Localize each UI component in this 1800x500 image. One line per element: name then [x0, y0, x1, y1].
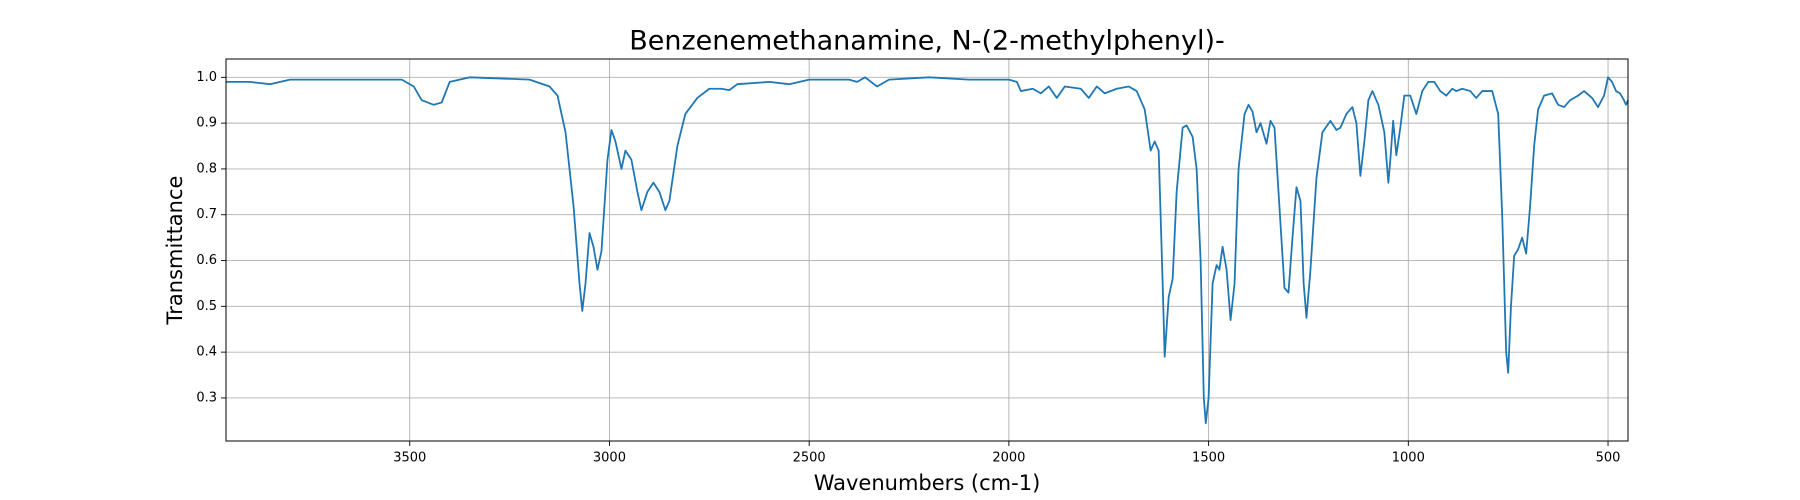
x-axis-label: Wavenumbers (cm-1): [814, 471, 1041, 495]
chart-title: Benzenemethanamine, N-(2-methylphenyl)-: [629, 26, 1224, 57]
y-tick-label: 0.9: [196, 116, 217, 131]
x-tick-label: 1000: [1392, 451, 1425, 466]
y-axis-label: Transmittance: [163, 176, 187, 326]
x-tick-label: 2000: [992, 451, 1025, 466]
plot-frame: [225, 58, 1629, 442]
y-tick-label: 0.5: [196, 299, 217, 314]
y-tick-label: 0.8: [196, 161, 217, 176]
x-tick-label: 1500: [1192, 451, 1225, 466]
x-tick-label: 3500: [393, 451, 426, 466]
spectrum-line: [226, 76, 1629, 425]
y-tick-label: 0.7: [196, 207, 217, 222]
x-tick-label: 3000: [593, 451, 626, 466]
y-tick-label: 1.0: [196, 70, 217, 85]
x-tick-label: 2500: [793, 451, 826, 466]
y-tick-label: 0.4: [196, 345, 217, 360]
x-tick-label: 500: [1596, 451, 1621, 466]
y-tick-label: 0.3: [196, 390, 217, 405]
y-tick-label: 0.6: [196, 253, 217, 268]
